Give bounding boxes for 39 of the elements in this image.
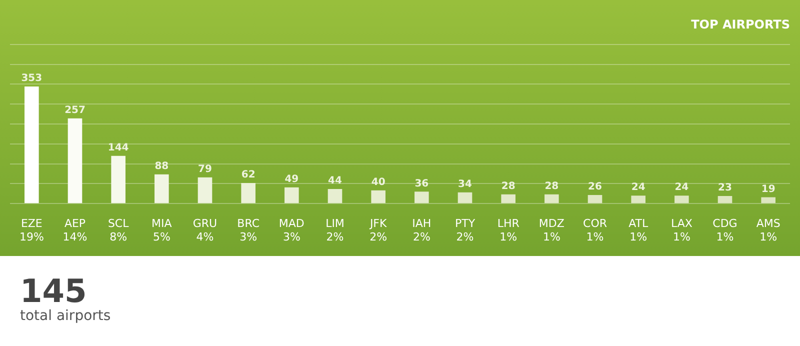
x-tick-label: COR 1% — [583, 217, 608, 244]
data-label: 44 — [328, 176, 342, 187]
x-tick-label: IAH 2% — [412, 217, 432, 244]
data-label: 24 — [674, 182, 689, 194]
data-label: 28 — [544, 180, 559, 192]
x-tick-label: JFK 2% — [368, 217, 388, 244]
x-tick-label: LAX 1% — [670, 217, 693, 244]
text: 145 — [20, 272, 87, 310]
x-tick-label: AEP 14% — [62, 217, 88, 244]
x-tick-label: CDG 1% — [712, 217, 738, 244]
x-tick-label: GRU 4% — [192, 217, 218, 244]
data-label: 23 — [718, 182, 732, 194]
x-tick-label: BRC 3% — [237, 217, 260, 244]
data-label: 36 — [414, 178, 429, 190]
x-tick-label: MAD 3% — [278, 217, 304, 244]
data-label: 40 — [371, 176, 386, 188]
text: total airports — [20, 308, 112, 324]
data-label: 34 — [458, 178, 472, 190]
data-label: 62 — [241, 170, 256, 181]
data-label: 19 — [761, 184, 776, 195]
data-label: 24 — [631, 182, 646, 194]
x-tick-label: MIA 5% — [152, 217, 172, 244]
x-tick-label: LIM 2% — [326, 217, 344, 244]
data-label: 79 — [198, 164, 212, 175]
data-label: 144 — [108, 142, 129, 154]
x-tick-label: LHR 1% — [497, 217, 520, 244]
data-label: 26 — [588, 182, 602, 193]
data-label: 88 — [154, 161, 169, 172]
data-label: 353 — [21, 73, 42, 84]
x-tick-label: PTY 2% — [454, 217, 476, 244]
x-tick-label: MDZ 1% — [538, 217, 565, 244]
x-tick-label: SCL 8% — [108, 217, 130, 244]
data-label: 257 — [64, 104, 86, 116]
x-tick-label: ATL 1% — [628, 217, 649, 244]
x-tick-label: AMS 1% — [756, 217, 780, 244]
data-label: 49 — [284, 174, 299, 185]
data-label: 28 — [501, 180, 516, 192]
x-tick-label: EZE 19% — [19, 217, 44, 244]
chart-title: TOP AIRPORTS — [691, 17, 790, 32]
